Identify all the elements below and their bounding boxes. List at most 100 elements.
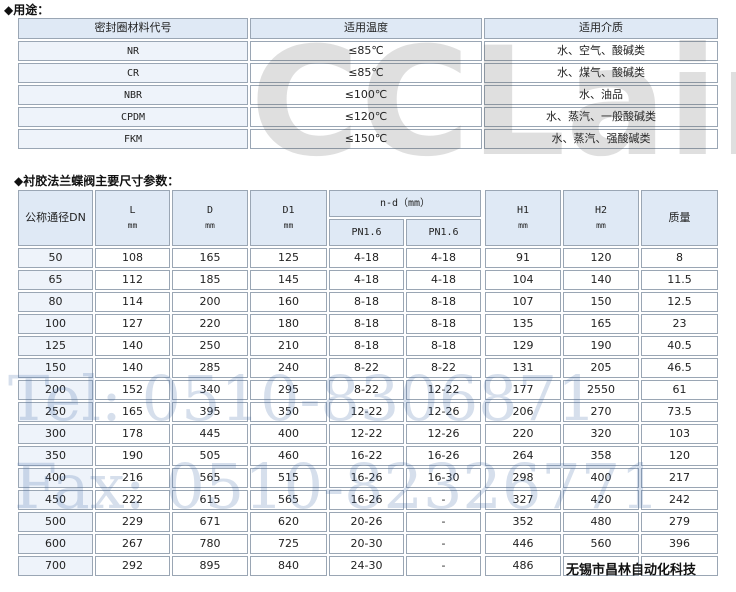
table-cell: 180 [250, 314, 327, 334]
table-cell-text: 水、油品 [579, 87, 623, 101]
table-cell-text: 210 [278, 338, 299, 352]
table-cell: 108 [95, 248, 170, 268]
table-cell: 73.5 [641, 402, 718, 422]
table-cell: 565 [172, 468, 248, 488]
table-cell: 127 [95, 314, 170, 334]
table-cell: 460 [250, 446, 327, 466]
table-cell-text: 200 [199, 294, 221, 308]
table-cell: 4-18 [329, 270, 404, 290]
table-cell-text: 160 [278, 294, 299, 308]
table-cell-text: 120 [590, 250, 612, 264]
table-cell: 285 [172, 358, 248, 378]
table-cell-text: 水、蒸汽、强酸碱类 [551, 131, 651, 145]
table-cell: 4-18 [329, 248, 404, 268]
table-cell-text: 114 [122, 294, 143, 308]
table-cell-text: 140 [122, 360, 143, 374]
table-cell: 114 [95, 292, 170, 312]
header-cell: PN1.6 [406, 219, 481, 246]
table-cell-text: 285 [199, 360, 221, 374]
table-cell: 178 [95, 424, 170, 444]
table-cell: ≤150℃ [250, 129, 482, 149]
table-cell-text: 50 [48, 250, 63, 264]
table-cell: 125 [18, 336, 93, 356]
table-cell-text: 4-18 [354, 250, 379, 264]
table-cell-text: ≤85℃ [348, 43, 384, 57]
table-cell: 190 [95, 446, 170, 466]
table-cell-text: 450 [45, 492, 66, 506]
section-heading: ◆衬胶法兰蝶阀主要尺寸参数： [14, 174, 180, 188]
table-cell-text: 895 [199, 558, 221, 572]
table-cell-text: 840 [278, 558, 299, 572]
table-cell-text: 8-18 [431, 316, 456, 330]
table-cell-text: 600 [45, 536, 66, 550]
table-cell: 水、煤气、酸碱类 [484, 63, 718, 83]
table-cell: 12-22 [329, 424, 404, 444]
table-cell: 129 [485, 336, 561, 356]
table-cell-text: 505 [199, 448, 221, 462]
unit-label: mm [518, 221, 528, 231]
table-cell: 91 [485, 248, 561, 268]
table-cell: 242 [641, 490, 718, 510]
table-cell-text: 352 [512, 514, 534, 528]
table-cell: 131 [485, 358, 561, 378]
table-cell: 395 [172, 402, 248, 422]
table-cell-text: 125 [45, 338, 66, 352]
table-cell-text: 400 [278, 426, 299, 440]
table-cell: ≤120℃ [250, 107, 482, 127]
header-cell-text: PN1.6 [351, 227, 382, 238]
table-cell: 50 [18, 248, 93, 268]
table-cell: ≤85℃ [250, 41, 482, 61]
table-cell-text: 125 [278, 250, 299, 264]
table-cell-text: 108 [122, 250, 143, 264]
table-cell-text: 20-30 [350, 536, 383, 550]
table-cell: 560 [563, 534, 639, 554]
table-cell-text: 8 [676, 250, 683, 264]
table-cell-text: 8-18 [431, 338, 456, 352]
table-cell: 840 [250, 556, 327, 576]
table-cell-text: 水、空气、酸碱类 [557, 43, 645, 57]
table-cell: 420 [563, 490, 639, 510]
table-cell: 8-18 [406, 336, 481, 356]
table-cell: 160 [250, 292, 327, 312]
table-cell-text: 16-30 [427, 470, 460, 484]
table-cell-text: 480 [590, 514, 612, 528]
table-cell-text: 295 [278, 382, 299, 396]
table-cell-text: 131 [512, 360, 534, 374]
table-cell: 700 [18, 556, 93, 576]
table-cell-text: 220 [512, 426, 534, 440]
table-cell-text: 46.5 [667, 360, 692, 374]
table-cell: 620 [250, 512, 327, 532]
table-cell: 270 [563, 402, 639, 422]
table-cell-text: 279 [669, 514, 690, 528]
table-cell-text: ≤120℃ [344, 109, 388, 123]
table-cell-text: 8-18 [354, 294, 379, 308]
table-cell: 46.5 [641, 358, 718, 378]
table-cell-text: 350 [45, 448, 66, 462]
table-cell-text: ≤150℃ [344, 131, 388, 145]
table-cell-text: 267 [122, 536, 143, 550]
table-cell-text: 150 [590, 294, 612, 308]
table-cell-text: 100 [45, 316, 66, 330]
table-cell-text: 350 [278, 404, 299, 418]
table-cell [563, 556, 639, 576]
table-cell-text: ≤85℃ [348, 65, 384, 79]
table-cell-text: 217 [669, 470, 690, 484]
table-cell: 505 [172, 446, 248, 466]
table-cell: 16-26 [329, 468, 404, 488]
table-cell-text: 12-22 [350, 426, 383, 440]
table-cell-text: 190 [122, 448, 143, 462]
table-cell: 165 [95, 402, 170, 422]
table-cell: 8-18 [329, 292, 404, 312]
table-cell-text: 396 [669, 536, 690, 550]
table-cell-text: 565 [278, 492, 299, 506]
table-cell-text: 486 [512, 558, 534, 572]
table-cell-text: 222 [122, 492, 143, 506]
table-cell-text: 220 [199, 316, 221, 330]
table-cell: 352 [485, 512, 561, 532]
table-cell: 104 [485, 270, 561, 290]
table-cell-text: 780 [199, 536, 221, 550]
table-cell: 8-18 [329, 314, 404, 334]
table-cell-text: 4-18 [431, 250, 456, 264]
header-cell: 适用温度 [250, 18, 482, 39]
